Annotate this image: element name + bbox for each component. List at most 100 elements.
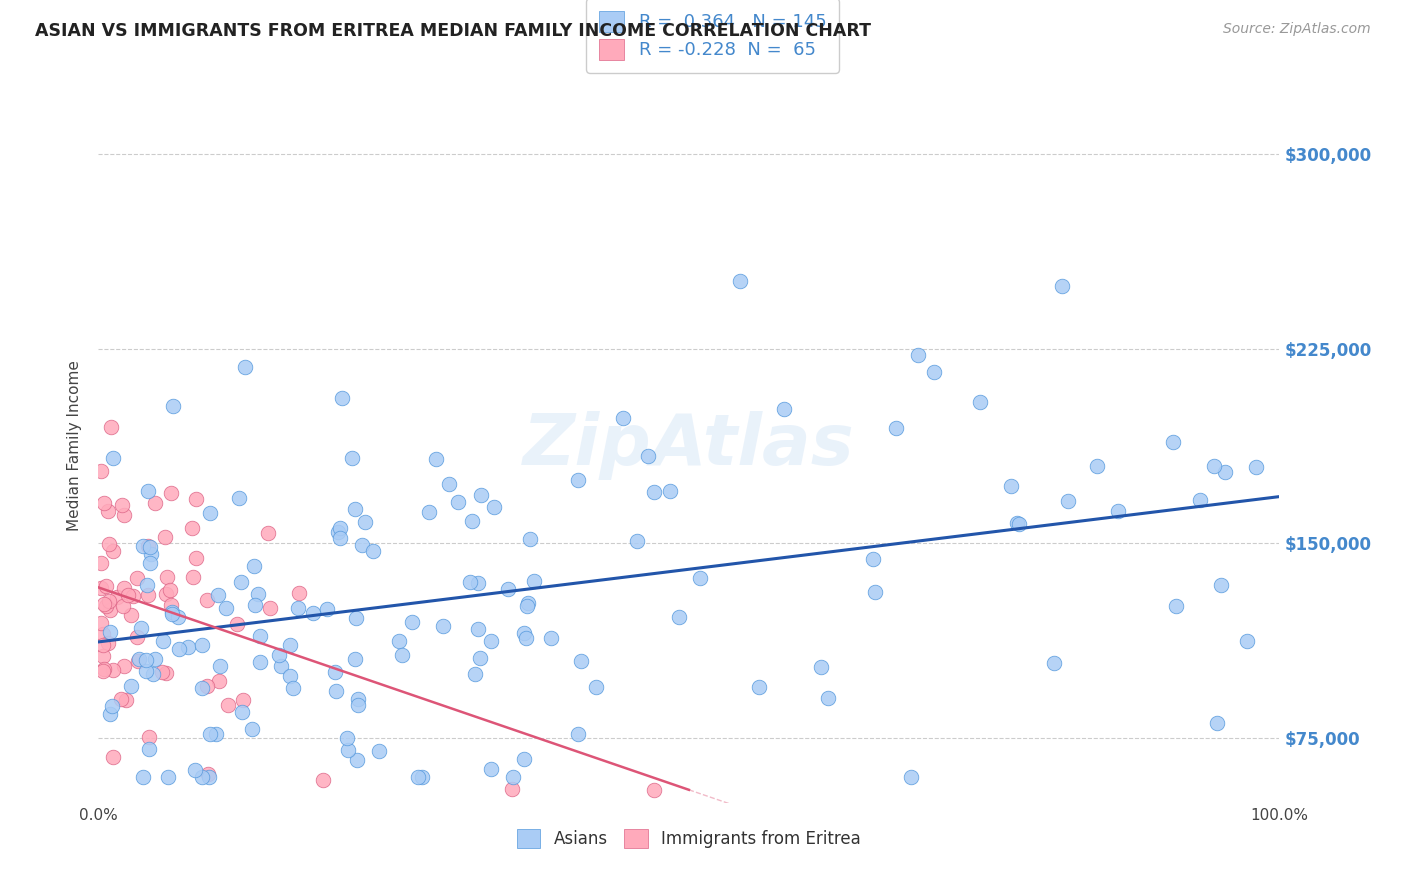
Point xyxy=(470,488,492,502)
Point xyxy=(1206,715,1229,730)
Point xyxy=(350,538,373,552)
Point xyxy=(132,539,155,553)
Point xyxy=(447,495,470,509)
Point xyxy=(406,770,429,784)
Point xyxy=(112,659,135,673)
Point xyxy=(153,530,176,544)
Point xyxy=(247,587,270,601)
Point xyxy=(278,638,301,652)
Point xyxy=(231,706,253,720)
Point xyxy=(323,665,346,679)
Point xyxy=(1050,278,1073,293)
Point xyxy=(515,632,537,646)
Point xyxy=(388,633,411,648)
Point xyxy=(481,762,503,776)
Point xyxy=(1107,504,1129,518)
Point xyxy=(207,588,229,602)
Point xyxy=(120,679,142,693)
Point xyxy=(437,477,460,491)
Point xyxy=(120,607,142,622)
Point xyxy=(121,590,143,604)
Point xyxy=(249,655,271,669)
Point xyxy=(287,601,309,615)
Point xyxy=(346,698,368,712)
Point xyxy=(391,648,413,663)
Point xyxy=(516,599,538,614)
Point xyxy=(98,625,121,640)
Point xyxy=(354,515,377,529)
Point xyxy=(1056,493,1078,508)
Point xyxy=(458,574,481,589)
Point xyxy=(94,579,117,593)
Point xyxy=(101,663,124,677)
Point xyxy=(612,411,634,425)
Point xyxy=(1043,656,1066,670)
Point xyxy=(197,770,219,784)
Point xyxy=(810,660,832,674)
Point xyxy=(278,668,301,682)
Point xyxy=(325,684,347,698)
Point xyxy=(658,483,681,498)
Point xyxy=(100,419,122,434)
Point xyxy=(344,611,367,625)
Point xyxy=(94,599,117,613)
Point xyxy=(90,581,112,595)
Point xyxy=(110,692,132,706)
Point xyxy=(569,654,592,668)
Point xyxy=(288,586,311,600)
Point xyxy=(270,659,292,673)
Point xyxy=(336,731,359,745)
Point xyxy=(91,648,114,663)
Point xyxy=(637,449,659,463)
Point xyxy=(98,603,121,617)
Point xyxy=(418,504,440,518)
Point xyxy=(1085,458,1108,473)
Point xyxy=(204,727,226,741)
Point xyxy=(900,770,922,784)
Point xyxy=(425,451,447,466)
Point xyxy=(101,544,124,558)
Point xyxy=(198,727,221,741)
Point xyxy=(143,652,166,666)
Point xyxy=(112,599,135,613)
Point xyxy=(643,485,665,500)
Point xyxy=(160,599,183,613)
Point xyxy=(97,594,120,608)
Point xyxy=(127,571,149,585)
Point xyxy=(197,767,219,781)
Point xyxy=(668,610,690,624)
Point xyxy=(200,506,222,520)
Point xyxy=(166,610,188,624)
Point xyxy=(256,525,278,540)
Point xyxy=(228,491,250,506)
Point xyxy=(865,585,887,599)
Point xyxy=(150,665,173,680)
Point xyxy=(468,650,491,665)
Point xyxy=(336,743,359,757)
Point xyxy=(346,692,368,706)
Point xyxy=(195,679,218,693)
Point xyxy=(135,665,157,679)
Point xyxy=(513,752,536,766)
Point xyxy=(136,588,159,602)
Point xyxy=(467,622,489,636)
Point xyxy=(249,629,271,643)
Point xyxy=(229,574,252,589)
Point xyxy=(1008,516,1031,531)
Point xyxy=(523,574,546,588)
Point xyxy=(329,531,352,545)
Point xyxy=(138,742,160,756)
Point xyxy=(215,601,238,615)
Point xyxy=(501,782,523,797)
Point xyxy=(862,551,884,566)
Point xyxy=(155,587,177,601)
Point xyxy=(467,575,489,590)
Point xyxy=(1236,634,1258,648)
Point xyxy=(191,770,214,784)
Point xyxy=(112,582,135,596)
Point xyxy=(1164,599,1187,613)
Point xyxy=(103,749,125,764)
Point xyxy=(91,639,114,653)
Point xyxy=(267,648,290,662)
Point xyxy=(567,473,589,487)
